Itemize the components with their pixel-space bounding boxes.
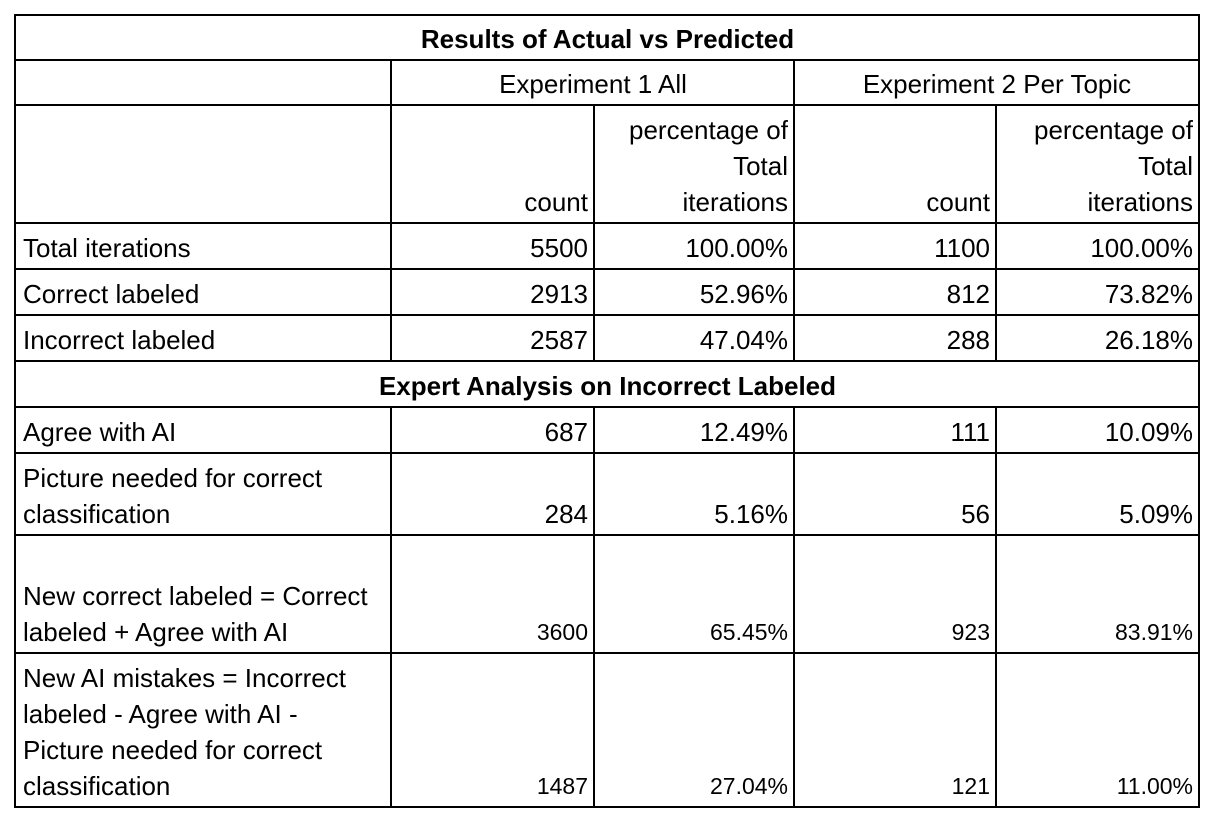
e1-percentage: 100.00% xyxy=(593,222,795,270)
e1-percentage: 12.49% xyxy=(593,406,795,454)
empty-cell xyxy=(14,104,392,224)
row-label: New AI mistakes = Incorrect labeled - Ag… xyxy=(14,652,392,808)
e1-count: 2587 xyxy=(390,314,595,362)
table-row: New AI mistakes = Incorrect labeled - Ag… xyxy=(14,652,1200,808)
pct-line: iterations xyxy=(1087,187,1194,217)
section-title: Expert Analysis on Incorrect Labeled xyxy=(14,360,1200,408)
e1-count: 284 xyxy=(390,452,595,536)
experiment-header-row: Experiment 1 All Experiment 2 Per Topic xyxy=(14,59,1200,106)
e1-percentage: 47.04% xyxy=(593,314,795,362)
e1-percentage: 65.45% xyxy=(593,534,795,654)
table-row: New correct labeled = Correct labeled + … xyxy=(14,534,1200,654)
row-label: Agree with AI xyxy=(14,406,392,454)
empty-cell xyxy=(14,59,392,106)
section-header-row: Expert Analysis on Incorrect Labeled xyxy=(14,360,1200,408)
table-row: Agree with AI 687 12.49% 111 10.09% xyxy=(14,406,1200,454)
e2-percentage: 83.91% xyxy=(995,534,1200,654)
e1-count: 5500 xyxy=(390,222,595,270)
e1-count: 3600 xyxy=(390,534,595,654)
e2-percentage: 5.09% xyxy=(995,452,1200,536)
e1-percentage: 27.04% xyxy=(593,652,795,808)
experiment-1-header: Experiment 1 All xyxy=(390,59,795,106)
e2-count: 111 xyxy=(793,406,997,454)
e2-percentage: 26.18% xyxy=(995,314,1200,362)
pct-line: Total xyxy=(1138,151,1193,181)
table-title: Results of Actual vs Predicted xyxy=(14,14,1200,61)
e1-count: 2913 xyxy=(390,268,595,316)
e2-count: 121 xyxy=(793,652,997,808)
title-row: Results of Actual vs Predicted xyxy=(14,14,1200,61)
row-label: Total iterations xyxy=(14,222,392,270)
experiment-2-header: Experiment 2 Per Topic xyxy=(793,59,1200,106)
count-header: count xyxy=(390,104,595,224)
e1-count: 1487 xyxy=(390,652,595,808)
row-label: Picture needed for correct classificatio… xyxy=(14,452,392,536)
percentage-header: percentage of Total iterations xyxy=(995,104,1200,224)
results-table: Results of Actual vs Predicted Experimen… xyxy=(14,14,1200,808)
row-label: Incorrect labeled xyxy=(14,314,392,362)
percentage-header: percentage of Total iterations xyxy=(593,104,795,224)
e2-count: 288 xyxy=(793,314,997,362)
e1-percentage: 52.96% xyxy=(593,268,795,316)
table-row: Correct labeled 2913 52.96% 812 73.82% xyxy=(14,268,1200,316)
e2-count: 1100 xyxy=(793,222,997,270)
e2-count: 56 xyxy=(793,452,997,536)
table-row: Picture needed for correct classificatio… xyxy=(14,452,1200,536)
subheader-row: count percentage of Total iterations count… xyxy=(14,104,1200,224)
row-label: New correct labeled = Correct labeled + … xyxy=(14,534,392,654)
pct-line: percentage of xyxy=(628,115,788,145)
pct-line: Total xyxy=(733,151,788,181)
count-header: count xyxy=(793,104,997,224)
e2-percentage: 11.00% xyxy=(995,652,1200,808)
table-row: Total iterations 5500 100.00% 1100 100.00% xyxy=(14,222,1200,270)
e2-count: 923 xyxy=(793,534,997,654)
pct-line: percentage of xyxy=(1033,115,1193,145)
e2-percentage: 10.09% xyxy=(995,406,1200,454)
pct-line: iterations xyxy=(682,187,789,217)
e2-percentage: 100.00% xyxy=(995,222,1200,270)
e1-count: 687 xyxy=(390,406,595,454)
e1-percentage: 5.16% xyxy=(593,452,795,536)
row-label: Correct labeled xyxy=(14,268,392,316)
table-row: Incorrect labeled 2587 47.04% 288 26.18% xyxy=(14,314,1200,362)
e2-percentage: 73.82% xyxy=(995,268,1200,316)
e2-count: 812 xyxy=(793,268,997,316)
